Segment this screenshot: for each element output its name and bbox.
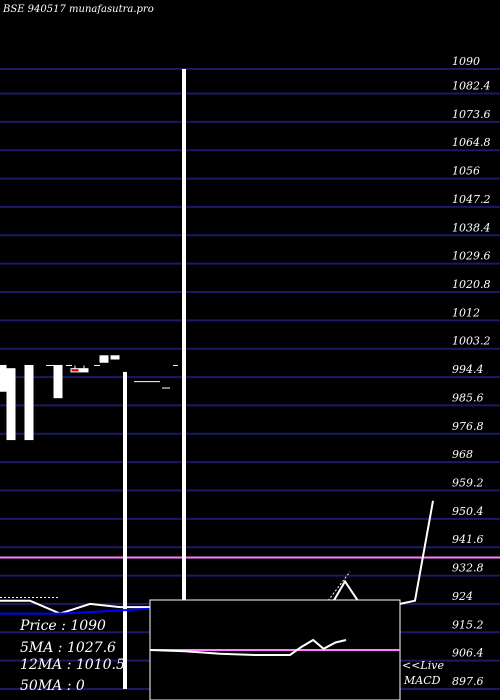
- candle: [6, 368, 16, 441]
- y-tick-label: 941.6: [452, 533, 484, 546]
- legend-item: Price : 1090: [19, 618, 106, 634]
- y-tick-label: 906.4: [452, 647, 484, 660]
- candle: [79, 368, 89, 373]
- y-tick-label: 1090: [452, 55, 480, 68]
- candle: [110, 355, 120, 360]
- y-tick-label: 897.6: [452, 675, 484, 688]
- price-spikes: [123, 69, 186, 689]
- y-tick-label: 994.4: [452, 363, 484, 376]
- y-axis-labels: 1090 1082.4 1073.6 1064.8 1056 1047.2 1038.4 10…: [452, 55, 491, 688]
- price-spike: [182, 69, 186, 604]
- y-tick-label: 1003.2: [452, 335, 491, 348]
- candle: [53, 364, 63, 399]
- candles: [0, 355, 178, 441]
- y-tick-label: 959.2: [452, 476, 484, 489]
- y-tick-label: 1047.2: [452, 193, 491, 206]
- macd-panel: [149, 599, 401, 700]
- macd-label: MACD: [403, 674, 441, 687]
- y-tick-label: 915.2: [452, 618, 484, 631]
- chart-title: BSE 940517 munafasutra.pro: [2, 4, 154, 15]
- macd-live-label: <<Live: [402, 659, 444, 672]
- y-tick-label: 932.8: [452, 562, 484, 575]
- price-spike: [123, 371, 127, 689]
- y-tick-label: 924: [452, 590, 473, 603]
- candle: [99, 355, 109, 363]
- y-tick-label: 1012: [452, 306, 480, 319]
- y-tick-label: 1073.6: [452, 108, 491, 121]
- y-tick-label: 1038.4: [452, 221, 491, 234]
- y-tick-label: 976.8: [452, 420, 484, 433]
- candle: [24, 364, 34, 441]
- legend-item: 5MA : 1027.6: [20, 640, 116, 656]
- y-tick-label: 1020.8: [452, 278, 491, 291]
- y-tick-label: 1082.4: [452, 79, 491, 92]
- macd-line: [149, 638, 347, 656]
- candle: [70, 368, 80, 373]
- y-tick-label: 950.4: [452, 505, 484, 518]
- grid-lines: [0, 68, 500, 690]
- y-tick-label: 1064.8: [452, 136, 491, 149]
- y-tick-label: 1056: [452, 165, 480, 178]
- legend-item: 50MA : 0: [20, 678, 85, 694]
- y-tick-label: 968: [452, 448, 473, 461]
- y-tick-label: 1029.6: [452, 250, 491, 263]
- candle: [0, 364, 7, 392]
- legend-item: 12MA : 1010.5: [20, 657, 125, 673]
- y-tick-label: 985.6: [452, 391, 484, 404]
